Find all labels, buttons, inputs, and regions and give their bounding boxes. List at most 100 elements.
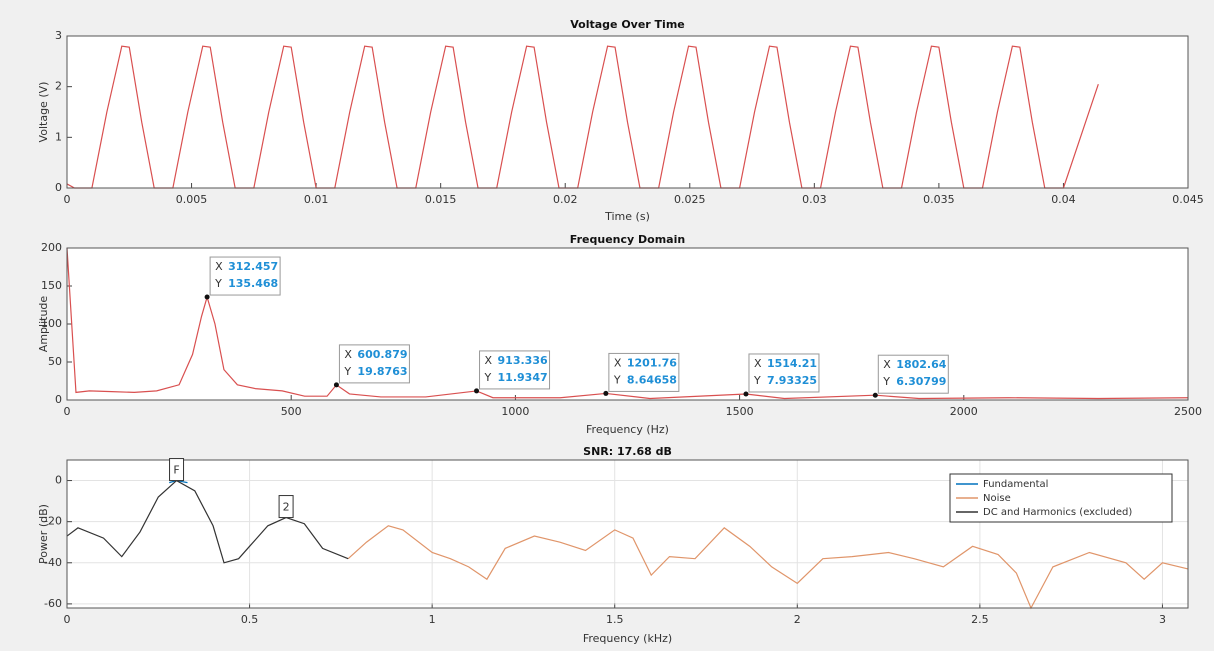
datatip-y-key: Y [484, 371, 492, 384]
datatip-box [338, 344, 410, 384]
axes-frame [66, 35, 1189, 189]
datatip-x-value: 913.336 [498, 354, 548, 367]
y-tick-label: 0 [55, 474, 62, 487]
x-tick-label: 0.04 [1051, 193, 1076, 206]
datatip-x-key: X [485, 354, 493, 367]
y-axis-label: Amplitude [37, 296, 50, 353]
x-tick-label: 500 [281, 405, 302, 418]
x-tick-label: 2.5 [971, 613, 989, 626]
y-tick-label: 0 [55, 393, 62, 406]
harmonic-marker-label: F [173, 464, 179, 477]
legend-label: Fundamental [983, 479, 1048, 490]
datatip-y-key: Y [753, 374, 761, 387]
y-tick-label: 200 [41, 241, 62, 254]
axes-frame [66, 459, 1189, 609]
datatip-x-value: 1201.76 [627, 356, 677, 369]
x-axis-label: Frequency (Hz) [586, 423, 669, 436]
legend-label: Noise [983, 493, 1011, 504]
x-tick-label: 2 [794, 613, 801, 626]
datatip-marker [603, 390, 609, 396]
datatip-x-key: X [883, 358, 891, 371]
datatip: X 1802.64 Y 6.30799 [877, 354, 949, 394]
datatip-x-value: 1514.21 [767, 357, 817, 370]
datatip-y-value: 6.30799 [896, 375, 946, 388]
x-tick-label: 1000 [501, 405, 529, 418]
datatip-x-key: X [344, 348, 352, 361]
datatip-y-key: Y [214, 277, 222, 290]
y-tick-label: 100 [41, 317, 62, 330]
y-tick-label: 50 [48, 355, 62, 368]
x-tick-label: 2500 [1174, 405, 1202, 418]
data-line [347, 525, 1189, 610]
x-tick-label: 0.03 [802, 193, 827, 206]
datatip: X 1201.76 Y 8.64658 [608, 352, 680, 392]
datatip: X 1514.21 Y 7.93325 [748, 353, 820, 393]
x-tick-label: 2000 [950, 405, 978, 418]
datatip-y-value: 135.468 [228, 277, 278, 290]
y-tick-label: -20 [44, 515, 62, 528]
x-tick-label: 0 [64, 405, 71, 418]
datatip-x-value: 312.457 [228, 260, 278, 273]
y-tick-label: 2 [55, 80, 62, 93]
datatip-y-key: Y [343, 365, 351, 378]
legend-label: DC and Harmonics (excluded) [983, 507, 1132, 518]
x-axis-label: Frequency (kHz) [583, 632, 672, 645]
harmonic-marker-box [278, 495, 294, 519]
data-line [66, 247, 1189, 400]
datatip-box [608, 352, 680, 392]
datatip-x-value: 600.879 [357, 348, 407, 361]
x-tick-label: 0.02 [553, 193, 578, 206]
datatip-y-value: 11.9347 [498, 371, 548, 384]
harmonic-marker-label: 2 [283, 501, 290, 514]
x-tick-label: 1 [429, 613, 436, 626]
datatip-box [209, 256, 281, 296]
datatip-y-key: Y [613, 373, 621, 386]
y-tick-label: -40 [44, 556, 62, 569]
datatip-x-key: X [215, 260, 223, 273]
y-axis-label: Power (dB) [37, 504, 50, 564]
plot-area [67, 36, 1188, 188]
y-axis-label: Voltage (V) [37, 82, 50, 143]
x-tick-label: 0.5 [241, 613, 259, 626]
datatip-x-key: X [754, 357, 762, 370]
x-tick-label: 1.5 [606, 613, 624, 626]
datatip-y-value: 8.64658 [627, 373, 677, 386]
harmonic-marker-box [169, 458, 185, 482]
x-axis-label: Time (s) [604, 210, 650, 223]
chart-title: SNR: 17.68 dB [583, 445, 672, 458]
datatip-marker [474, 388, 480, 394]
y-tick-label: 3 [55, 29, 62, 42]
datatip-marker [204, 294, 210, 300]
datatip-y-value: 7.93325 [767, 374, 817, 387]
datatip-box [748, 353, 820, 393]
datatip-marker [333, 382, 339, 388]
datatip: X 913.336 Y 11.9347 [479, 350, 551, 390]
datatip-box [877, 354, 949, 394]
datatip-marker [872, 392, 878, 398]
y-tick-label: 1 [55, 130, 62, 143]
datatip-marker [743, 391, 749, 397]
datatip: X 600.879 Y 19.8763 [338, 344, 410, 384]
x-tick-label: 0.035 [923, 193, 955, 206]
y-tick-label: 0 [55, 181, 62, 194]
x-tick-label: 0.025 [674, 193, 706, 206]
y-tick-label: 150 [41, 279, 62, 292]
axes-frame [66, 247, 1189, 401]
data-line [66, 479, 349, 564]
x-tick-label: 0 [64, 193, 71, 206]
datatip: X 312.457 Y 135.468 [209, 256, 281, 296]
x-tick-label: 0.01 [304, 193, 329, 206]
x-tick-label: 3 [1159, 613, 1166, 626]
y-tick-label: -60 [44, 597, 62, 610]
x-tick-label: 0 [64, 613, 71, 626]
x-tick-label: 1500 [726, 405, 754, 418]
datatip-box [479, 350, 551, 390]
chart-title: Voltage Over Time [570, 18, 685, 31]
x-tick-label: 0.015 [425, 193, 457, 206]
x-tick-label: 0.045 [1172, 193, 1204, 206]
chart-title: Frequency Domain [570, 233, 685, 246]
x-tick-label: 0.005 [176, 193, 208, 206]
datatip-x-key: X [614, 356, 622, 369]
